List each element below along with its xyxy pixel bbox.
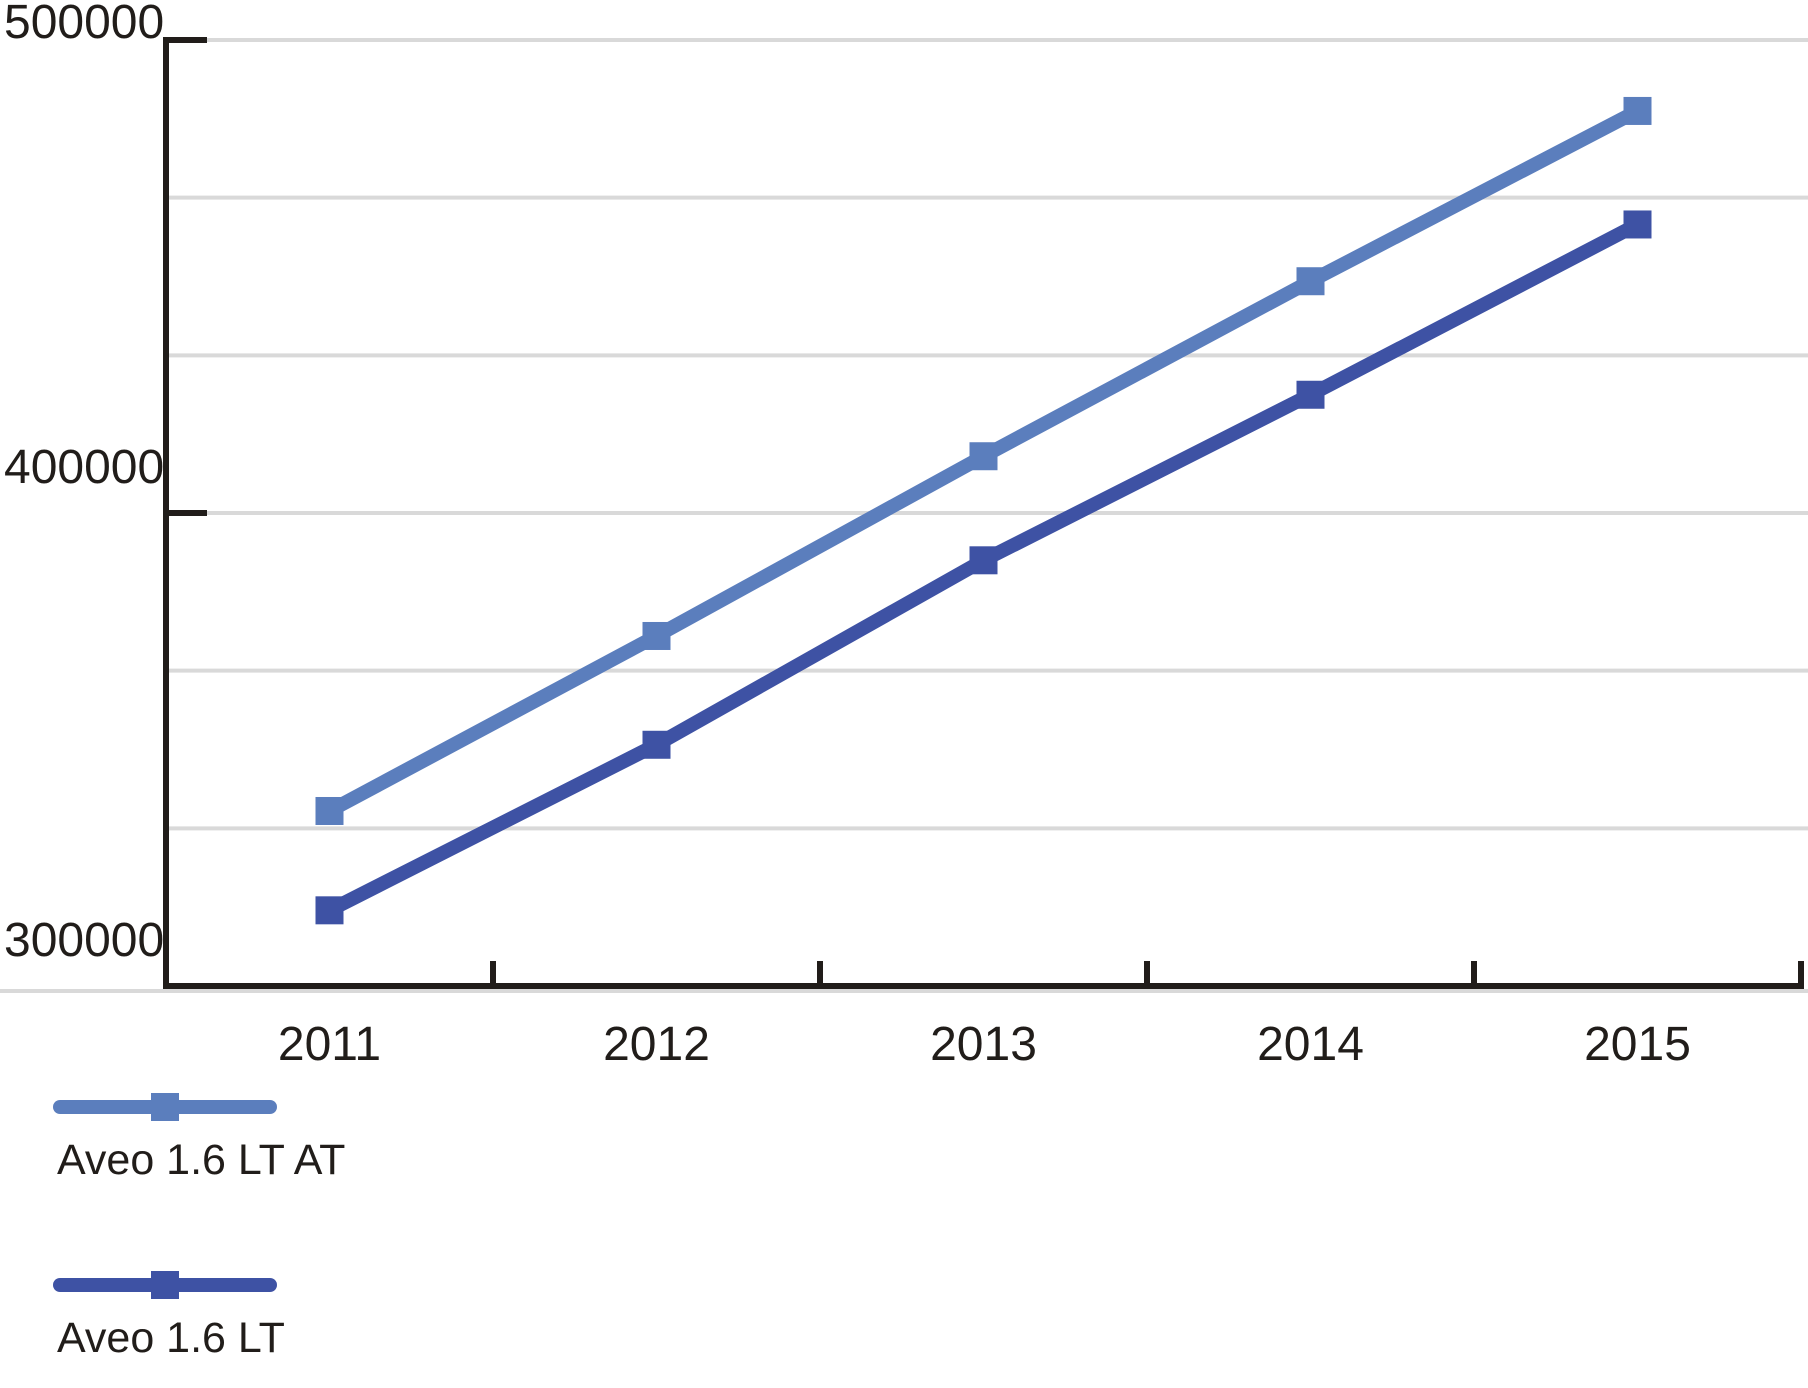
x-axis-label: 2011 (278, 1018, 381, 1071)
data-point-marker (642, 730, 671, 759)
data-point-marker (969, 442, 998, 471)
legend-label: Aveo 1.6 LT AT (57, 1136, 346, 1184)
gridlines (0, 38, 1808, 993)
data-point-marker (642, 621, 671, 650)
data-point-marker (1623, 96, 1652, 125)
series-lines (315, 96, 1652, 925)
axes (163, 37, 1804, 989)
data-point-marker (1623, 210, 1652, 239)
legend-label: Aveo 1.6 LT (57, 1314, 285, 1362)
y-axis-labels: 500000 400000 300000 (4, 0, 164, 967)
x-axis-label: 2015 (1584, 1018, 1691, 1071)
data-point-marker (315, 796, 344, 825)
x-axis-labels: 2011 2012 2013 2014 2015 (278, 1018, 1691, 1071)
y-axis-label: 500000 (4, 0, 164, 49)
legend-line-marker-icon (53, 1093, 277, 1121)
y-axis-label: 300000 (4, 914, 164, 967)
data-point-marker (1296, 267, 1325, 296)
data-point-marker (969, 546, 998, 575)
legend-line-marker-icon (53, 1271, 277, 1299)
legend-item-aveo-16-lt-at: Aveo 1.6 LT AT (50, 1085, 345, 1184)
axis-ticks (163, 37, 1804, 986)
legend-item-aveo-16-lt: Aveo 1.6 LT (50, 1263, 285, 1362)
x-axis-label: 2012 (603, 1018, 710, 1071)
data-point-marker (1296, 380, 1325, 409)
y-axis-label: 400000 (4, 441, 164, 494)
data-point-marker (315, 896, 344, 925)
x-axis-label: 2014 (1257, 1018, 1364, 1071)
x-axis-label: 2013 (930, 1018, 1037, 1071)
